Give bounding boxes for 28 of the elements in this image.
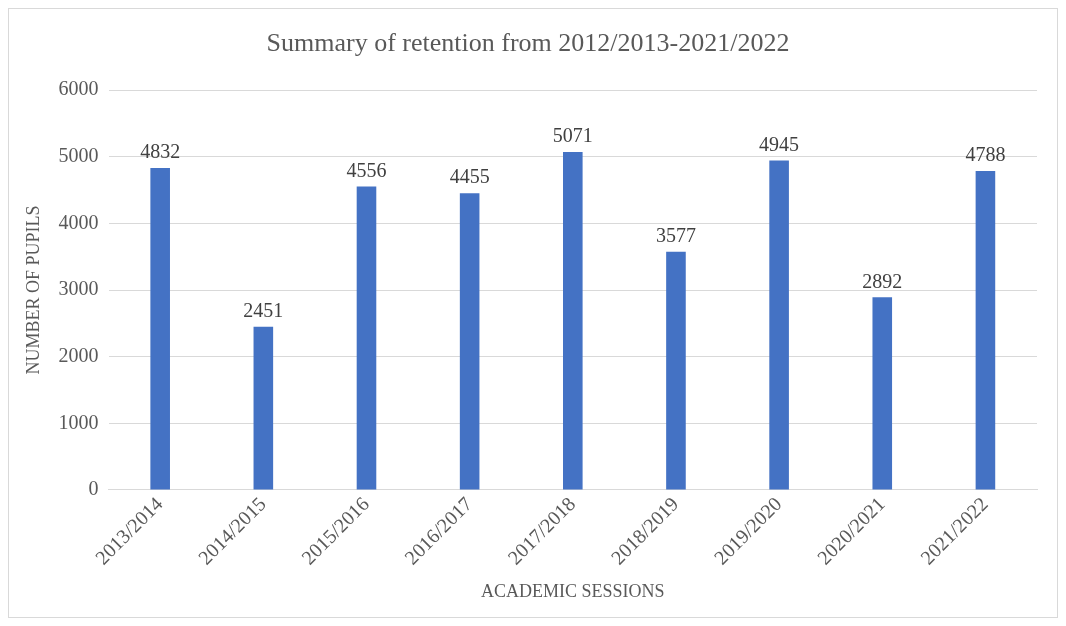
y-tick-label: 1000: [58, 410, 99, 433]
bar: [563, 152, 583, 490]
data-label: 4945: [759, 132, 800, 155]
data-label: 2451: [243, 298, 284, 321]
y-tick-label: 5000: [58, 144, 99, 167]
y-tick-label: 2000: [58, 343, 99, 366]
bar: [356, 186, 377, 490]
y-axis-title: NUMBER OF PUPILS: [22, 205, 43, 375]
y-tick-label: 3000: [58, 277, 99, 300]
data-label: 3577: [655, 223, 696, 246]
bar: [253, 326, 274, 490]
chart-title: Summary of retention from 2012/2013-2021/2022: [266, 28, 790, 58]
bar: [769, 160, 789, 490]
data-label: 4455: [449, 165, 490, 188]
data-label: 4556: [346, 158, 387, 181]
bar: [975, 170, 996, 490]
y-tick-label: 4000: [58, 210, 99, 233]
bar: [666, 251, 686, 490]
data-label: 5071: [552, 124, 593, 147]
y-tick-label: 6000: [58, 77, 99, 100]
data-label: 2892: [862, 269, 903, 292]
bar: [872, 297, 893, 490]
x-axis-title: ACADEMIC SESSIONS: [481, 580, 665, 601]
bar: [150, 168, 170, 490]
data-label: 4832: [140, 140, 181, 163]
y-tick-label: 0: [88, 477, 99, 500]
bar: [459, 193, 480, 490]
data-label: 4788: [965, 143, 1006, 166]
